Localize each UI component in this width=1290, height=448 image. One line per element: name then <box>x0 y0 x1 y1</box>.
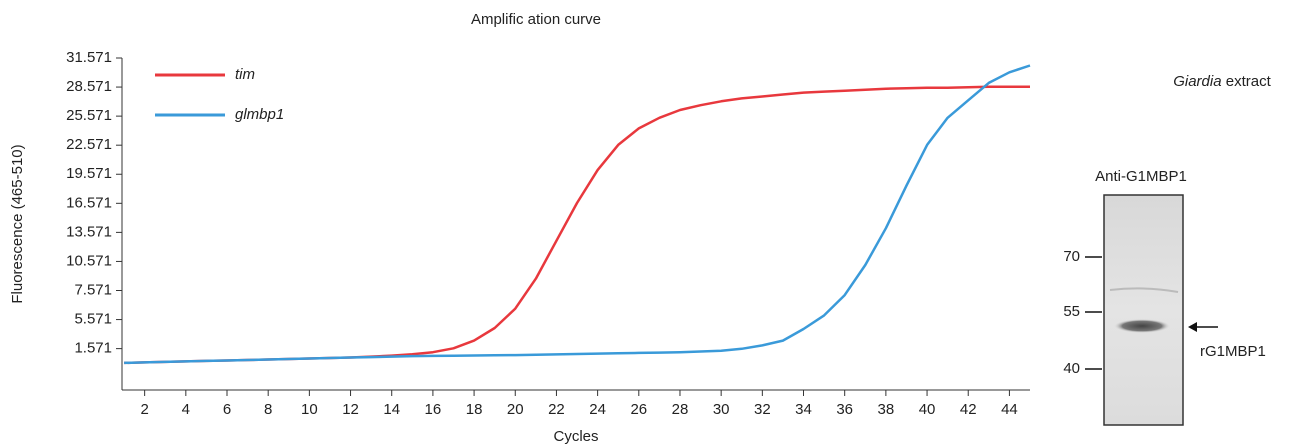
series-line <box>124 64 1031 365</box>
x-axis-label: Cycles <box>553 428 598 445</box>
x-tick-label: 16 <box>425 401 442 418</box>
band-arrow-head <box>1188 322 1197 332</box>
y-tick-label: 7.571 <box>74 281 112 298</box>
x-tick-label: 38 <box>878 401 895 418</box>
sample-text: extract <box>1226 73 1272 90</box>
chart-title: Amplific ation curve <box>471 11 601 28</box>
sample-label: Giardia extract <box>1173 73 1271 90</box>
marker-label: 70 <box>1063 248 1080 265</box>
y-tick-label: 25.571 <box>66 107 112 124</box>
x-tick-label: 8 <box>264 401 272 418</box>
x-tick-label: 6 <box>223 401 231 418</box>
blot-smear <box>1109 287 1179 293</box>
sample-italic: Giardia <box>1173 73 1221 90</box>
y-tick-label: 16.571 <box>66 194 112 211</box>
y-axis-label: Fluorescence (465-510) <box>9 144 26 303</box>
y-tick-label: 19.571 <box>66 165 112 182</box>
x-tick-label: 14 <box>383 401 400 418</box>
series-line <box>124 85 1030 365</box>
x-tick-label: 34 <box>795 401 812 418</box>
y-tick-label: 31.571 <box>66 49 112 66</box>
y-tick-label: 10.571 <box>66 252 112 269</box>
y-tick-label: 1.571 <box>74 340 112 357</box>
y-tick-label: 22.571 <box>66 136 112 153</box>
x-tick-label: 18 <box>466 401 483 418</box>
x-tick-label: 28 <box>672 401 689 418</box>
marker-label: 40 <box>1063 360 1080 377</box>
x-tick-label: 40 <box>919 401 936 418</box>
markers: 70 55 40 <box>1063 248 1102 377</box>
band-label: rG1MBP1 <box>1200 343 1266 360</box>
blot-band <box>1114 319 1170 333</box>
x-tick-label: 10 <box>301 401 318 418</box>
x-tick-label: 42 <box>960 401 977 418</box>
x-tick-label: 24 <box>589 401 606 418</box>
blot-membrane <box>1103 194 1184 426</box>
y-tick-label: 28.571 <box>66 78 112 95</box>
x-tick-label: 12 <box>342 401 359 418</box>
y-tick-label: 5.571 <box>74 311 112 328</box>
x-tick-label: 20 <box>507 401 524 418</box>
legend-label: tim <box>235 66 255 83</box>
legend-label: glmbp1 <box>235 106 284 123</box>
x-tick-label: 32 <box>754 401 771 418</box>
x-tick-label: 44 <box>1001 401 1018 418</box>
x-tick-label: 30 <box>713 401 730 418</box>
y-tick-label: 13.571 <box>66 223 112 240</box>
x-tick-label: 22 <box>548 401 565 418</box>
x-tick-label: 2 <box>140 401 148 418</box>
x-tick-label: 4 <box>182 401 190 418</box>
plot: 1.571 5.571 7.571 10.571 13.571 16.571 19.571 2… <box>66 49 1031 418</box>
x-tick-label: 26 <box>630 401 647 418</box>
marker-label: 55 <box>1063 303 1080 320</box>
antibody-label: Anti-G1MBP1 <box>1095 168 1187 185</box>
x-tick-label: 36 <box>836 401 853 418</box>
